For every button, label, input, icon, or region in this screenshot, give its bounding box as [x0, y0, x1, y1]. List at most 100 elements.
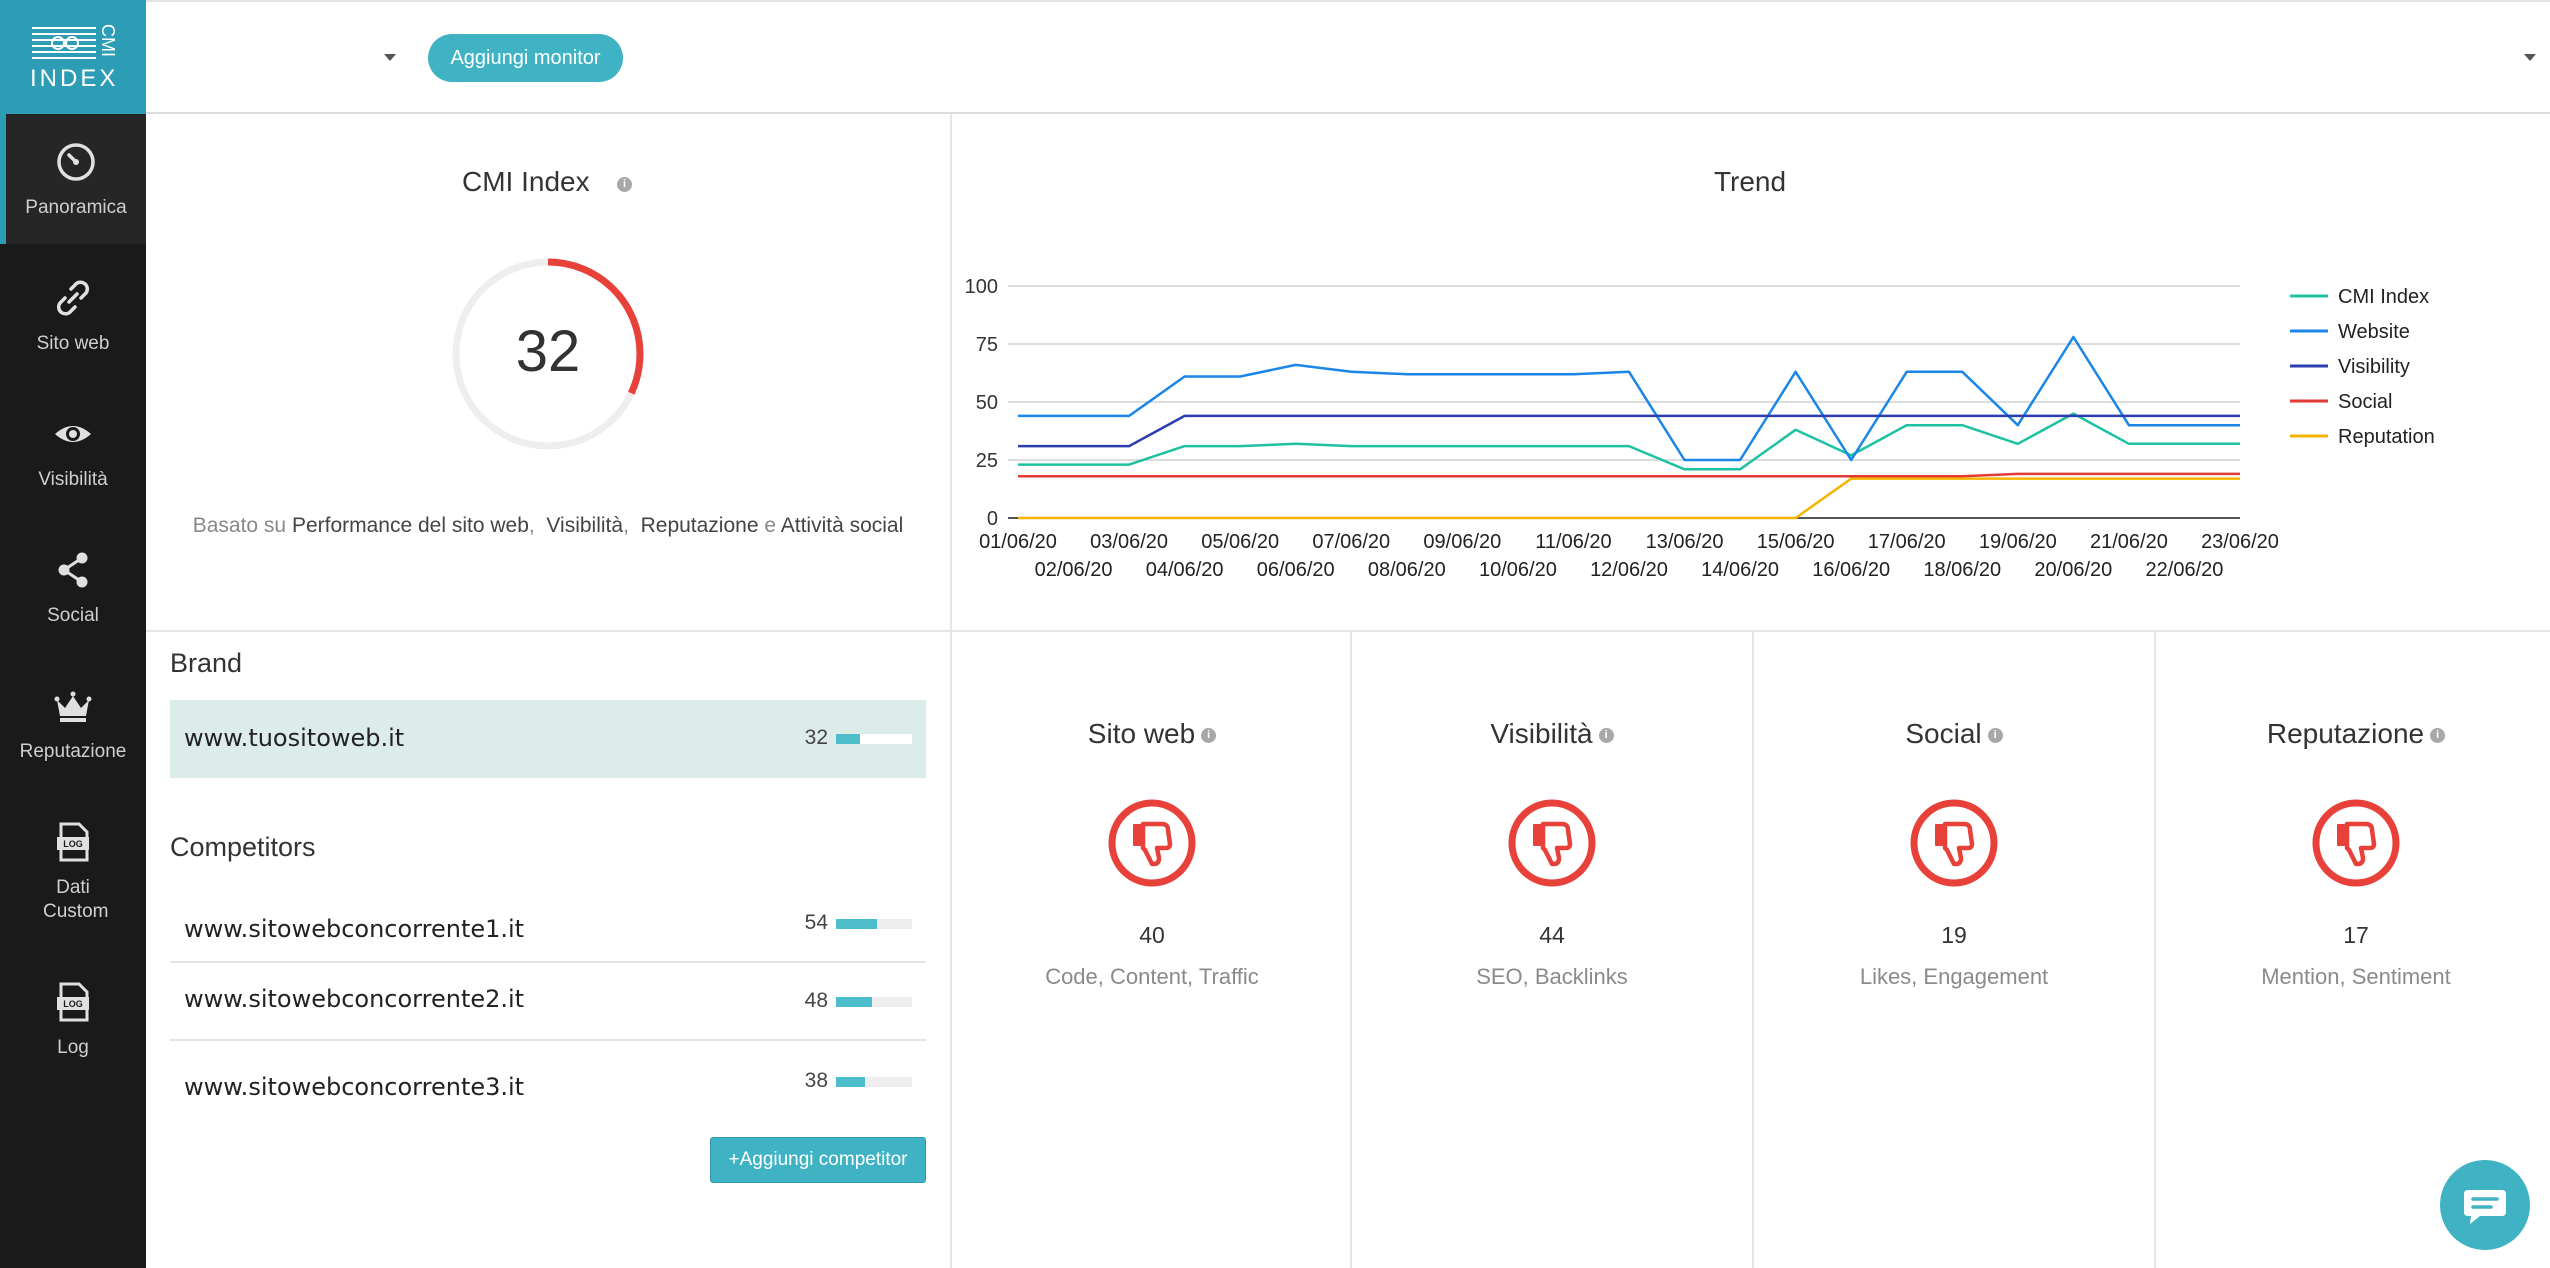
- sidebar-item-panoramica[interactable]: Panoramica: [0, 114, 146, 244]
- x-tick-label: 10/06/20: [1479, 559, 1557, 581]
- panel-divider: [950, 114, 952, 1268]
- y-tick-label: 25: [976, 450, 998, 472]
- sidebar-item-label: Dati Custom: [43, 877, 109, 922]
- brand-name: www.tuositoweb.it: [184, 724, 405, 752]
- info-icon[interactable]: i: [1598, 728, 1614, 744]
- legend-label: CMI Index: [2338, 286, 2429, 308]
- card-title: Sito web i: [952, 718, 1352, 750]
- card-visibilita: Visibilità i 44 SEO, Backlinks: [1352, 634, 1752, 1268]
- add-competitor-button[interactable]: +Aggiungi competitor: [710, 1137, 926, 1183]
- competitor-score: 38: [804, 1069, 828, 1092]
- card-value: 44: [1539, 922, 1565, 948]
- score-bar: [836, 997, 912, 1007]
- cmi-gauge: [452, 258, 644, 450]
- sidebar-item-social[interactable]: Social: [0, 522, 146, 652]
- add-monitor-button[interactable]: Aggiungi monitor: [428, 34, 623, 82]
- x-tick-label: 17/06/20: [1868, 531, 1946, 553]
- competitor-name: www.sitowebconcorrente2.it: [184, 985, 525, 1013]
- x-tick-label: 12/06/20: [1590, 559, 1668, 581]
- sidebar-item-label: Sito web: [36, 333, 110, 354]
- y-tick-label: 0: [987, 508, 998, 530]
- thumbs-down-icon: [1507, 798, 1597, 888]
- cmi-index-value: 32: [515, 319, 581, 384]
- gauge-arc: [452, 258, 644, 450]
- thumbs-down-icon: [1909, 798, 1999, 888]
- sidebar-item-dati-custom[interactable]: LOG Dati Custom: [0, 794, 146, 944]
- cmi-index-logo[interactable]: INDEX CMI: [0, 0, 146, 114]
- y-tick-label: 75: [976, 334, 998, 356]
- competitor-row[interactable]: www.sitowebconcorrente2.it 48: [170, 965, 926, 1041]
- y-tick-label: 100: [965, 276, 998, 298]
- top-bar: Aggiungi monitor: [146, 0, 2550, 114]
- competitor-score: 48: [804, 989, 828, 1012]
- sidebar-item-sito-web[interactable]: Sito web: [0, 250, 146, 380]
- crown-icon: [54, 691, 92, 722]
- thumbs-down-icon: [2311, 798, 2401, 888]
- eye-icon: [55, 426, 91, 442]
- x-tick-label: 14/06/20: [1701, 559, 1779, 581]
- desc-prefix: Basato su: [192, 514, 287, 537]
- desc-item: Visibilità: [546, 514, 624, 537]
- score-bar-fill: [836, 734, 861, 744]
- card-subtitle: Mention, Sentiment: [2261, 964, 2451, 989]
- brand-row[interactable]: www.tuositoweb.it 32: [170, 700, 926, 778]
- chat-icon: [2464, 1190, 2506, 1224]
- x-tick-label: 05/06/20: [1201, 531, 1279, 553]
- card-value: 17: [2343, 922, 2369, 948]
- gauge-icon: [57, 143, 95, 181]
- account-select[interactable]: [2206, 32, 2536, 84]
- score-bar-fill: [836, 997, 873, 1007]
- logo-text-side: CMI: [98, 24, 118, 57]
- series-line-reputation: [1018, 477, 2240, 520]
- x-tick-label: 07/06/20: [1312, 531, 1390, 553]
- series-line-website: [1018, 335, 2240, 462]
- card-value: 19: [1941, 922, 1967, 948]
- sidebar-item-visibilita[interactable]: Visibilità: [0, 386, 146, 516]
- x-tick-label: 23/06/20: [2201, 531, 2279, 553]
- x-tick-label: 15/06/20: [1757, 531, 1835, 553]
- cmi-index-title: CMI Index: [462, 166, 590, 197]
- score-bar: [836, 1077, 912, 1087]
- series-line-visibility: [1018, 414, 2240, 448]
- info-icon[interactable]: i: [617, 177, 632, 192]
- card-title-text: Sito web: [1087, 718, 1196, 749]
- y-tick-label: 50: [976, 392, 998, 414]
- info-icon[interactable]: i: [1201, 728, 1217, 744]
- card-subtitle: SEO, Backlinks: [1476, 964, 1628, 989]
- score-bar-fill: [836, 1077, 865, 1087]
- card-divider: [1752, 632, 1754, 1268]
- svg-text:LOG: LOG: [63, 839, 83, 849]
- x-tick-label: 13/06/20: [1646, 531, 1724, 553]
- series-line-social: [1018, 472, 2240, 478]
- x-tick-label: 08/06/20: [1368, 559, 1446, 581]
- brand-score: 32: [804, 726, 828, 749]
- monitor-select[interactable]: [166, 32, 396, 84]
- info-icon[interactable]: i: [1987, 728, 2003, 744]
- sidebar-item-reputazione[interactable]: Reputazione: [0, 658, 146, 788]
- x-tick-label: 20/06/20: [2034, 559, 2112, 581]
- sidebar-item-log[interactable]: LOG Log: [0, 954, 146, 1084]
- sidebar-item-label: Reputazione: [19, 741, 127, 762]
- card-sito-web: Sito web i 40 Code, Content, Traffic: [952, 634, 1352, 1268]
- competitor-name: www.sitowebconcorrente1.it: [184, 915, 525, 943]
- logo-text-main: INDEX: [30, 65, 118, 92]
- competitor-row[interactable]: www.sitowebconcorrente1.it 54: [170, 893, 926, 963]
- x-tick-label: 19/06/20: [1979, 531, 2057, 553]
- trend-title: Trend: [1713, 166, 1787, 197]
- legend-label: Social: [2338, 391, 2392, 413]
- legend-label: Visibility: [2338, 356, 2410, 378]
- card-title: Visibilità i: [1352, 718, 1752, 750]
- competitor-row[interactable]: www.sitowebconcorrente3.it 38: [170, 1043, 926, 1113]
- card-title-text: Social: [1905, 718, 1982, 749]
- card-title-text: Reputazione: [2266, 718, 2425, 749]
- card-divider: [2154, 632, 2156, 1268]
- competitors-heading: Competitors: [170, 832, 316, 862]
- card-divider: [1350, 632, 1352, 1268]
- info-icon[interactable]: i: [2430, 728, 2446, 744]
- trend-chart: 0 25 50 75 100 01/06/20 02/06/20 03/06/20 04/06/…: [965, 276, 2435, 581]
- chat-button[interactable]: [2440, 1160, 2530, 1250]
- cmi-index-description: Basato su Performance del sito web, Visi…: [192, 514, 904, 537]
- competitor-score: 54: [804, 911, 828, 934]
- card-reputazione: Reputazione i 17 Mention, Sentiment: [2156, 634, 2550, 1268]
- thumbs-down-icon: [1107, 798, 1197, 888]
